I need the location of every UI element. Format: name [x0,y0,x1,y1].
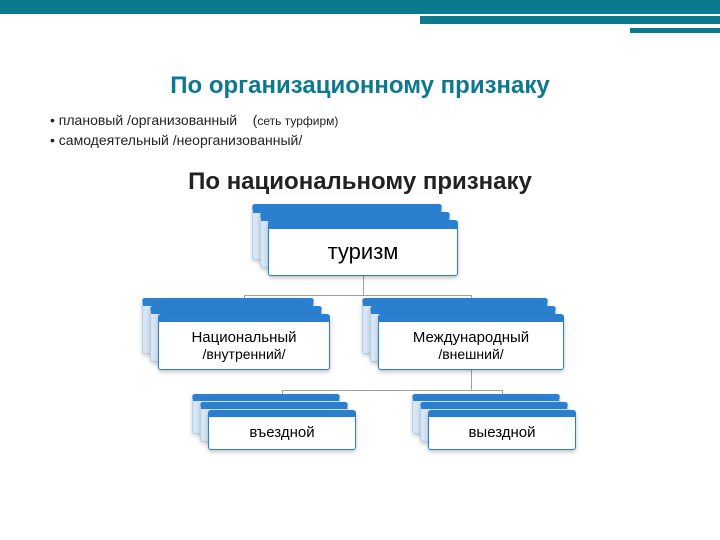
header-decoration [0,0,720,24]
connector [363,295,471,296]
bullet-list: плановый /организованный (сеть турфирм)с… [50,110,338,151]
connector [471,370,472,390]
bullet-item: плановый /организованный (сеть турфирм) [50,110,338,130]
node-label: Международный [413,329,529,346]
bullet-text: плановый /организованный ( [59,112,258,128]
node-sublabel: /внутренний/ [202,346,285,362]
header-band-2 [420,16,720,24]
node-label: Национальный [191,329,296,346]
title-organizational: По организационному признаку [0,72,720,100]
tree-node-nat: Национальный/внутренний/ [158,314,330,370]
node-label: выездной [468,424,535,441]
connector [282,390,471,391]
bullet-text: самодеятельный /неорганизованный/ [59,132,302,148]
header-band-1 [0,0,720,14]
tree-node-root: туризм [268,220,458,276]
bullet-item: самодеятельный /неорганизованный/ [50,130,338,150]
bullet-subtext: сеть турфирм) [257,114,338,128]
node-label: въездной [249,424,314,441]
node-label: туризм [328,239,399,264]
tree-node-out: выездной [428,410,576,450]
tree-node-intl: Международный/внешний/ [378,314,564,370]
connector [363,276,364,295]
title-national: По национальному признаку [0,168,720,196]
hierarchy-diagram: туризм Национальный/внутренний/Международ… [0,220,720,520]
header-band-3 [630,28,720,33]
connector [244,295,363,296]
tree-node-in: въездной [208,410,356,450]
node-sublabel: /внешний/ [438,346,503,362]
connector [471,390,502,391]
